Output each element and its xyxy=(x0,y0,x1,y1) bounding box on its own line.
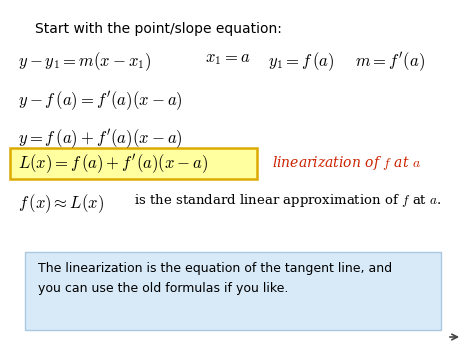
Text: $f\,(x) \approx L(x)$: $f\,(x) \approx L(x)$ xyxy=(18,192,104,215)
Text: The linearization is the equation of the tangent line, and: The linearization is the equation of the… xyxy=(38,262,392,275)
Text: Start with the point/slope equation:: Start with the point/slope equation: xyxy=(35,22,282,36)
Text: linearization of $f$ at $a$: linearization of $f$ at $a$ xyxy=(272,154,421,172)
Text: $m = f'(a)$: $m = f'(a)$ xyxy=(355,50,425,73)
Text: $L(x) = f\,(a) + f'(a)(x - a)$: $L(x) = f\,(a) + f'(a)(x - a)$ xyxy=(18,152,209,175)
Text: $y = f\,(a) + f'(a)(x - a)$: $y = f\,(a) + f'(a)(x - a)$ xyxy=(18,127,182,150)
Text: $y_1 = f\,(a)$: $y_1 = f\,(a)$ xyxy=(268,50,335,73)
FancyBboxPatch shape xyxy=(10,148,257,179)
Text: $y - y_1 = m(x - x_1)$: $y - y_1 = m(x - x_1)$ xyxy=(18,50,152,73)
Text: is the standard linear approximation of $f$ at $a$.: is the standard linear approximation of … xyxy=(130,192,441,209)
Text: $y - f\,(a) = f'(a)(x - a)$: $y - f\,(a) = f'(a)(x - a)$ xyxy=(18,89,182,112)
FancyBboxPatch shape xyxy=(25,252,441,330)
Text: $x_1 = a$: $x_1 = a$ xyxy=(205,50,251,67)
Text: you can use the old formulas if you like.: you can use the old formulas if you like… xyxy=(38,282,288,295)
